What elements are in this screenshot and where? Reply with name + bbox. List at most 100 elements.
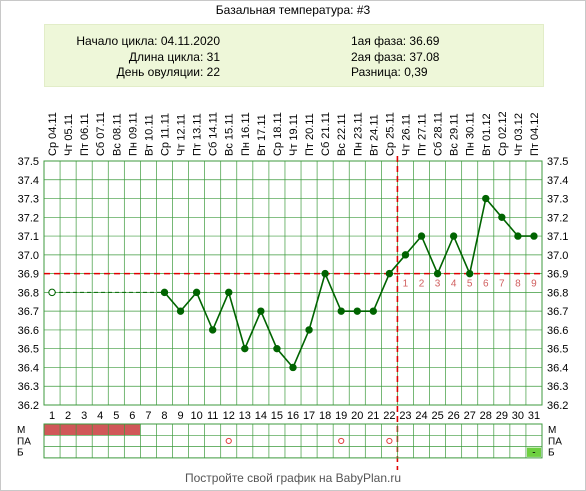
day-number-label: 28 — [480, 410, 492, 422]
y-tick-label-right: 36.6 — [547, 325, 568, 337]
temperature-point — [337, 307, 345, 315]
row-label-left: ПА — [17, 436, 31, 447]
temperature-point — [530, 232, 538, 240]
temperature-point — [305, 326, 313, 334]
day-number-label: 16 — [287, 410, 299, 422]
post-ovulation-day-label: 4 — [451, 279, 457, 290]
post-ovulation-day-label: 2 — [419, 279, 425, 290]
y-tick-label-left: 36.4 — [18, 362, 39, 374]
row-label-right: ПА — [548, 436, 562, 447]
day-number-label: 8 — [161, 410, 167, 422]
y-tick-label-right: 37.1 — [547, 231, 568, 243]
date-label: Чт 12.11 — [176, 114, 188, 156]
menstruation-cell — [60, 424, 77, 436]
date-label: Ср 02.12 — [497, 111, 509, 156]
temperature-point — [257, 307, 265, 315]
day-number-label: 31 — [528, 410, 540, 422]
date-label: Вс 29.11 — [449, 113, 461, 156]
date-label: Сб 14.11 — [208, 112, 220, 156]
day-number-label: 22 — [383, 410, 395, 422]
date-label: Пт 04.12 — [529, 112, 541, 156]
menstruation-cell — [124, 424, 141, 436]
marker-cell — [526, 447, 541, 457]
y-tick-label-left: 36.9 — [18, 269, 39, 281]
plot-area — [43, 160, 543, 406]
y-tick-label-left: 37.5 — [18, 156, 39, 168]
date-label: Сб 07.11 — [95, 112, 107, 156]
day-number-label: 25 — [431, 410, 443, 422]
temperature-line — [163, 196, 534, 369]
date-label: Вт 24.11 — [368, 114, 380, 156]
ovulation-day-text: День овуляции: 22 — [116, 65, 220, 79]
date-label: Вт 01.12 — [481, 113, 493, 156]
day-number-label: 11 — [207, 410, 218, 422]
temperature-point — [48, 288, 56, 297]
menstruation-cell — [92, 424, 109, 436]
cycle-info-panel: Начало цикла: 04.11.2020 Длина цикла: 31… — [44, 24, 544, 87]
y-tick-label-left: 36.6 — [18, 325, 39, 337]
y-tick-label-right: 36.5 — [547, 344, 568, 356]
date-label: Вс 15.11 — [224, 113, 236, 156]
temperature-point — [289, 363, 297, 372]
y-tick-label-left: 37.3 — [18, 194, 39, 206]
date-label: Чт 19.11 — [288, 114, 300, 156]
y-tick-label-left: 36.8 — [18, 287, 39, 299]
date-label: Чт 05.11 — [63, 114, 75, 156]
date-label: Пн 23.11 — [352, 112, 364, 156]
y-tick-label-right: 36.2 — [547, 400, 568, 412]
day-number-label: 17 — [303, 410, 315, 422]
date-label: Пн 30.11 — [465, 112, 477, 156]
y-tick-label-left: 37.1 — [18, 231, 39, 243]
row-label-right: Б — [548, 448, 555, 459]
day-number-label: 27 — [464, 410, 476, 422]
day-number-label: 29 — [496, 410, 508, 422]
temperature-point — [369, 307, 378, 315]
rows-border — [43, 423, 543, 459]
intercourse-marker — [338, 437, 345, 445]
menstruation-cell — [108, 424, 125, 436]
day-number-label: 9 — [177, 410, 183, 422]
post-ovulation-day-label: 3 — [435, 279, 441, 290]
date-label: Ср 11.11 — [159, 113, 171, 156]
temperature-point — [192, 288, 201, 297]
row-label-left: Б — [17, 448, 24, 459]
y-tick-label-right: 37.3 — [547, 194, 568, 206]
y-tick-label-right: 36.9 — [547, 269, 568, 281]
day-number-label: 20 — [351, 410, 363, 422]
post-ovulation-day-label: 6 — [483, 279, 489, 290]
date-label: Пт 20.11 — [304, 113, 316, 156]
temperature-point — [417, 232, 426, 240]
menstruation-cell — [44, 424, 61, 436]
temperature-point — [498, 213, 506, 222]
post-ovulation-day-label: 7 — [499, 279, 505, 290]
date-label: Ср 04.11 — [47, 112, 59, 156]
temperature-point — [225, 288, 233, 297]
y-tick-label-right: 36.8 — [547, 287, 568, 299]
y-tick-label-right: 37.5 — [547, 156, 568, 168]
temperature-point — [176, 307, 185, 315]
date-label: Пт 13.11 — [192, 113, 204, 156]
temperature-point — [273, 344, 281, 353]
post-ovulation-day-label: 1 — [403, 279, 409, 290]
intercourse-marker — [386, 437, 393, 445]
date-label: Чт 26.11 — [400, 114, 412, 156]
y-tick-label-left: 37.4 — [18, 175, 39, 187]
temperature-point — [433, 269, 442, 278]
y-tick-label-left: 36.2 — [18, 400, 39, 412]
y-tick-label-left: 37.2 — [18, 212, 39, 224]
y-tick-label-left: 36.5 — [18, 344, 39, 356]
date-label: Пт 27.11 — [417, 113, 429, 156]
day-number-label: 1 — [49, 410, 55, 422]
date-label: Чт 03.12 — [513, 113, 525, 156]
cycle-start-text: Начало цикла: 04.11.2020 — [76, 34, 220, 48]
date-label: Вт 17.11 — [256, 114, 268, 156]
menstruation-cell — [76, 424, 93, 436]
day-number-label: 21 — [367, 410, 379, 422]
date-label: Ср 18.11 — [272, 112, 284, 156]
post-ovulation-day-label: 9 — [531, 279, 537, 290]
y-tick-label-right: 37.2 — [547, 212, 568, 224]
footer-text: Постройте свой график на BabyPlan.ru — [184, 471, 402, 485]
y-tick-label-left: 36.3 — [18, 381, 39, 393]
date-label: Пт 06.11 — [79, 113, 91, 156]
